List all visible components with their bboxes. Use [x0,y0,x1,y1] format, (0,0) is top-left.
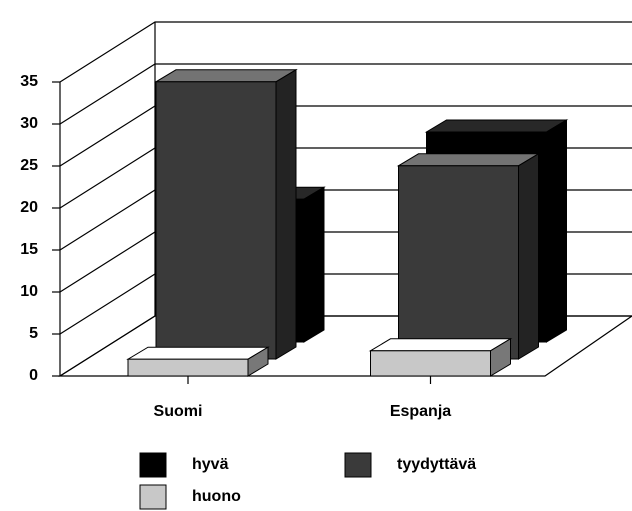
bar [398,165,519,360]
y-tick-label: 15 [20,241,38,258]
bar-top [424,119,569,133]
bar [370,350,491,377]
grid-line [59,21,632,83]
bar-top [396,153,541,167]
bar-top [126,346,270,360]
legend-label: hyvä [192,456,229,473]
legend-swatch [139,452,167,478]
bar-side [546,119,567,343]
x-tick-label: Espanja [390,403,451,420]
legend-swatch [344,452,372,478]
legend-label: tyydyttävä [397,456,476,473]
bar-side [303,186,325,343]
bar-top [368,338,513,352]
y-tick-label: 10 [20,283,38,300]
bar-side [518,152,539,360]
bar-top [154,69,298,83]
bar [155,81,277,360]
bar [127,358,249,377]
y-tick-label: 5 [29,325,38,342]
bar-side [275,68,297,360]
grid-line [59,63,632,125]
y-tick-label: 30 [20,115,38,132]
y-tick-label: 0 [29,367,38,384]
y-tick-label: 25 [20,157,38,174]
y-tick-label: 20 [20,199,38,216]
grid-line [59,105,632,167]
x-tick-label: Suomi [154,403,203,420]
legend-swatch [139,484,167,510]
y-tick-label: 35 [20,73,38,90]
legend-label: huono [192,488,241,505]
